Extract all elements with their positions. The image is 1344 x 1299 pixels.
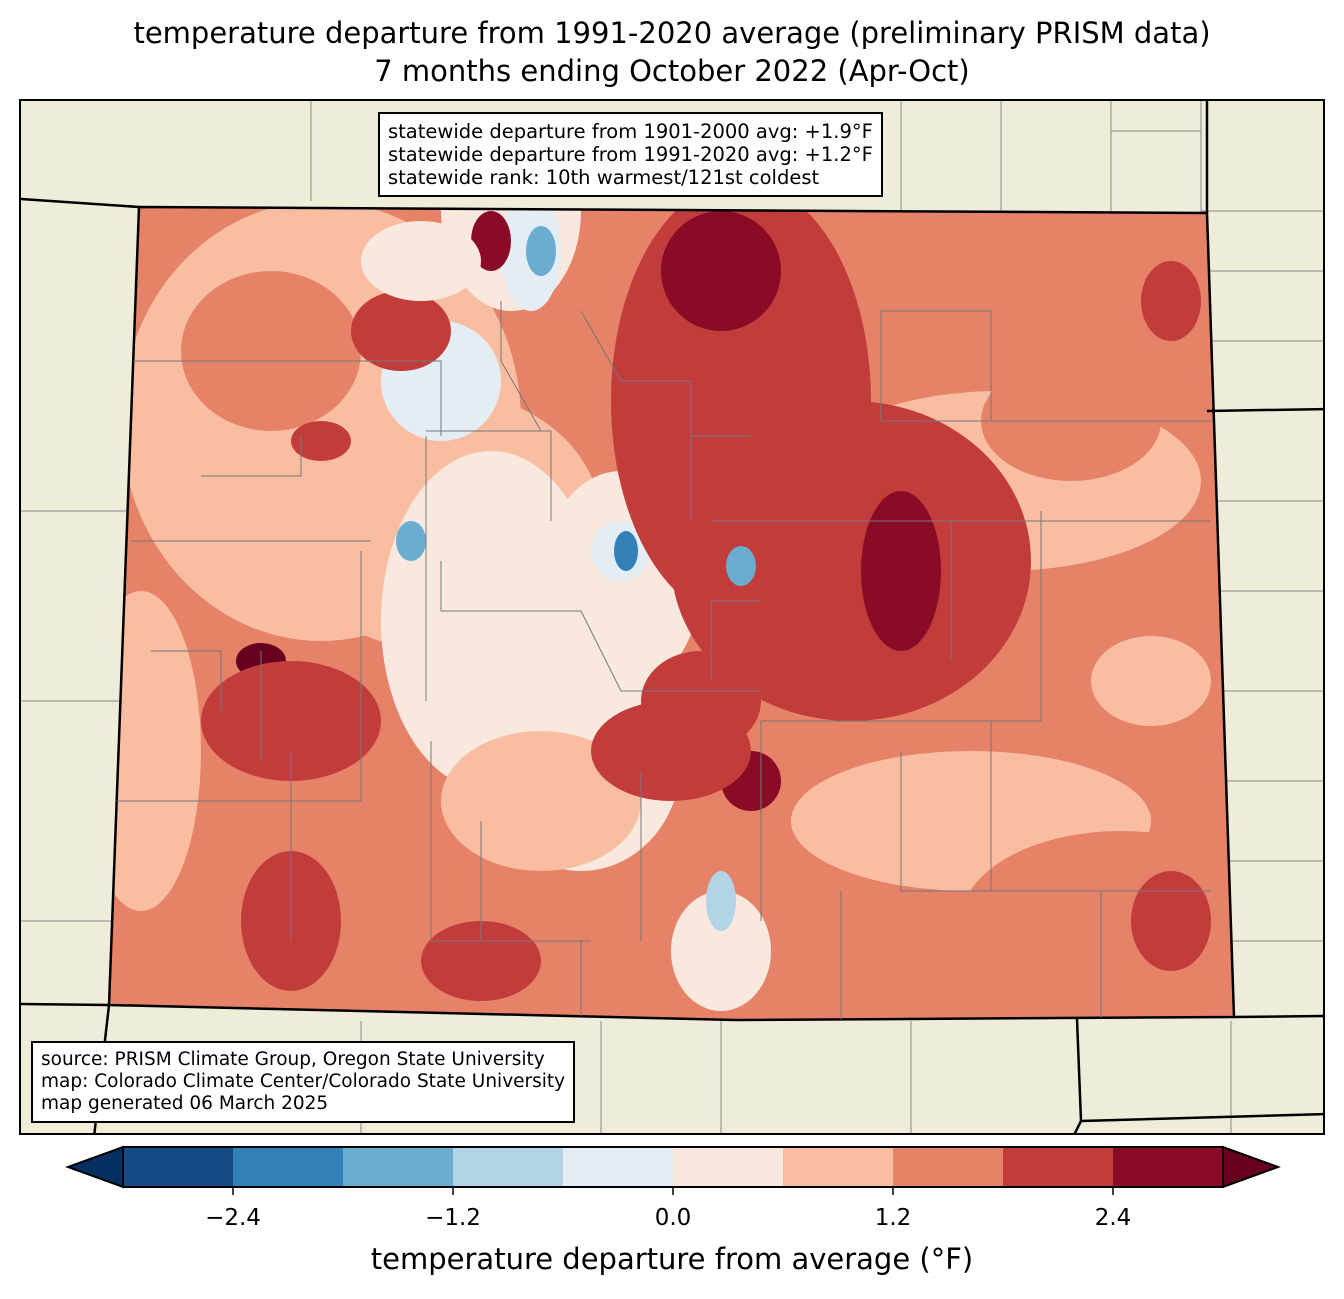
stat-rank: statewide rank: 10th warmest/121st colde… <box>388 166 820 189</box>
colorbar-bin <box>233 1147 343 1187</box>
colorbar-bin <box>563 1147 673 1187</box>
anomaly-region <box>706 871 736 931</box>
anomaly-region <box>661 211 781 331</box>
anomaly-region <box>109 591 201 911</box>
anomaly-region <box>441 731 641 871</box>
colorbar-under-arrow <box>65 1145 124 1189</box>
anomaly-region <box>961 831 1234 1011</box>
colorbar-bin <box>673 1147 783 1187</box>
colorbar-bin <box>783 1147 893 1187</box>
colorbar-tick-label: −1.2 <box>425 1205 481 1231</box>
anomaly-region <box>1091 636 1211 726</box>
anomaly-region <box>526 226 556 276</box>
map-title-line2: 7 months ending October 2022 (Apr-Oct) <box>374 54 970 88</box>
map-credit-line: map: Colorado Climate Center/Colorado St… <box>41 1071 566 1092</box>
generated-date-line: map generated 06 March 2025 <box>41 1093 329 1114</box>
anomaly-region <box>1131 871 1211 971</box>
anomaly-region <box>671 891 771 1011</box>
anomaly-region <box>396 521 426 561</box>
anomaly-region <box>181 271 361 431</box>
colorbar-bin <box>123 1147 233 1187</box>
map-panel: statewide departure from 1901-2000 avg: … <box>19 99 1325 1135</box>
colorado-state <box>107 205 1236 1022</box>
statewide-stats-box: statewide departure from 1901-2000 avg: … <box>378 112 883 197</box>
anomaly-region <box>726 546 756 586</box>
colorbar-tick-label: 1.2 <box>874 1205 912 1231</box>
source-box: source: PRISM Climate Group, Oregon Stat… <box>31 1041 576 1123</box>
colorbar-label: temperature departure from average (°F) <box>370 1242 974 1276</box>
colorbar <box>65 1145 1281 1195</box>
anomaly-region <box>1141 261 1201 341</box>
anomaly-region <box>861 491 941 651</box>
anomaly-region <box>614 531 638 571</box>
anomaly-region <box>591 701 751 801</box>
stat-1991-2020: statewide departure from 1991-2020 avg: … <box>388 143 873 166</box>
stat-1901-2000: statewide departure from 1901-2000 avg: … <box>388 120 873 143</box>
map-title-line1: temperature departure from 1991-2020 ave… <box>133 16 1211 50</box>
source-line: source: PRISM Climate Group, Oregon Stat… <box>41 1049 545 1070</box>
anomaly-region <box>671 401 1031 721</box>
colorbar-bin <box>453 1147 563 1187</box>
colorado-map <box>21 101 1323 1133</box>
colorbar-tick-label: 0.0 <box>654 1205 692 1231</box>
colorbar-bin <box>1003 1147 1113 1187</box>
colorbar-bin <box>1113 1147 1223 1187</box>
colorbar-bin <box>893 1147 1003 1187</box>
neighbor-state-counties <box>21 101 1323 1133</box>
colorbar-bin <box>343 1147 453 1187</box>
anomaly-region <box>201 661 381 781</box>
anomaly-region <box>471 211 511 271</box>
anomaly-region <box>361 221 481 301</box>
colorbar-tick-label: 2.4 <box>1094 1205 1132 1231</box>
colorbar-tick-label: −2.4 <box>205 1205 261 1231</box>
colorbar-over-arrow <box>1222 1145 1281 1189</box>
anomaly-region <box>291 421 351 461</box>
anomaly-region <box>351 291 451 371</box>
